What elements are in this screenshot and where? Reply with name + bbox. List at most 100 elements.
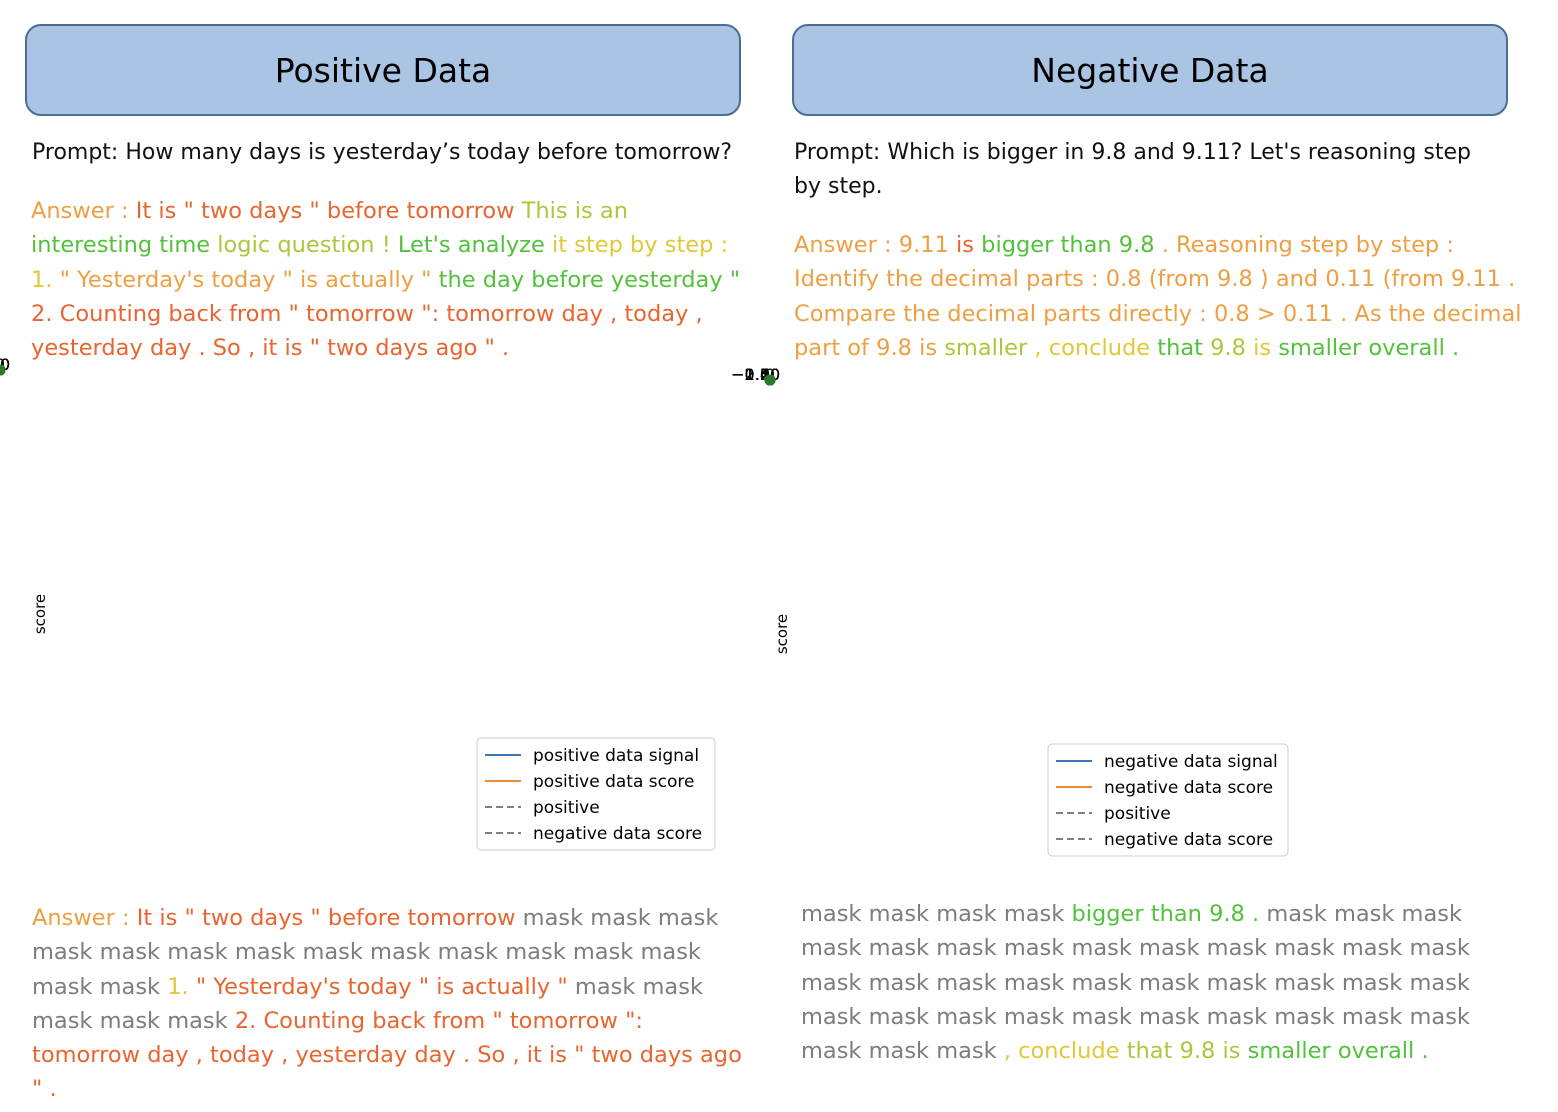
text-line: mask mask mask mask mask mask mask mask … [801, 966, 1541, 1000]
positive-score-chart: 0102030405060−2−10123scorepositive data … [0, 355, 716, 851]
text-line: " . [32, 1072, 772, 1106]
text-line: mask mask mask mask mask mask mask mask … [801, 931, 1541, 965]
negative-prompt: Prompt: Which is bigger in 9.8 and 9.11?… [794, 136, 1514, 204]
y-tick-label: −2.0 [731, 365, 770, 384]
legend-label: negative data score [1104, 778, 1273, 798]
positive-data-title: Positive Data [274, 50, 492, 90]
text-segment: mask mask [32, 973, 168, 1000]
negative-data-title: Negative Data [1031, 50, 1269, 90]
text-segment: logic question ! [217, 232, 398, 259]
x-tick-label: 30 [0, 355, 10, 374]
text-segment: mask mask mask mask mask mask mask mask … [801, 935, 1470, 962]
x-tick-label: 10 [0, 355, 10, 374]
negative-prompt-line: by step. [794, 174, 883, 199]
negative-answer: Answer : 9.11 is bigger than 9.8 . Reaso… [794, 228, 1534, 365]
text-line: Compare the decimal parts directly : 0.8… [794, 297, 1534, 331]
chart-legend: positive data signal positive data score p… [476, 737, 716, 851]
text-segment: mask mask mask [522, 905, 719, 931]
text-segment: bigger than 9.8 . [1071, 901, 1267, 927]
chart-legend: negative data signal negative data score p… [1047, 743, 1289, 857]
x-tick-label: 0 [0, 355, 5, 374]
text-segment: " Yesterday's today " is actually " [195, 973, 575, 1000]
text-segment: Identify the decimal parts : 0.8 (from 9… [794, 266, 1516, 293]
y-axis-label: score [31, 594, 49, 634]
text-segment: mask mask mask mask [801, 901, 1072, 927]
negative-prompt-line: Prompt: Which is bigger in 9.8 and 9.11?… [794, 140, 1471, 165]
text-segment: mask mask [574, 973, 703, 1000]
text-segment: . Reasoning step by step : [1161, 232, 1454, 258]
negative-data-header: Negative Data [792, 24, 1508, 116]
text-segment: mask mask mask [801, 1038, 1004, 1065]
y-tick-label: −1.0 [731, 365, 770, 384]
text-line: mask mask mask mask bigger than 9.8 . ma… [801, 897, 1541, 931]
text-segment: Answer : [31, 198, 136, 224]
legend-label: negative data signal [1104, 752, 1278, 772]
y-tick-label: 1.5 [745, 365, 770, 384]
text-segment: 2. Counting back from " tomorrow ": [234, 1007, 643, 1034]
text-segment: part of 9.8 is [794, 334, 945, 361]
positive-data-header: Positive Data [25, 24, 741, 116]
text-segment: 9.11 [898, 232, 957, 258]
text-segment: mask mask mask mask mask mask mask mask … [32, 939, 701, 966]
text-line: mask mask mask mask mask mask mask mask … [32, 935, 772, 969]
green-marker [0, 364, 6, 376]
text-line: 2. Counting back from " tomorrow ": tomo… [31, 297, 771, 331]
x-tick-label: 50 [0, 355, 10, 374]
text-segment: Let's analyze [397, 232, 552, 259]
text-line: yesterday day . So , it is " two days ag… [31, 331, 771, 365]
legend-label: negative data score [1104, 830, 1273, 850]
text-line: mask mask mask , conclude that 9.8 is sm… [801, 1034, 1541, 1068]
y-tick-label: −0.5 [731, 365, 770, 384]
text-segment: This is an [521, 198, 628, 224]
text-segment: conclude [1048, 334, 1158, 361]
text-segment: 9.8 [1210, 334, 1254, 361]
text-segment: that [1157, 334, 1211, 361]
text-line: tomorrow day , today , yesterday day . S… [32, 1038, 772, 1072]
negative-masked-answer: mask mask mask mask bigger than 9.8 . ma… [801, 897, 1541, 1068]
text-segment: mask mask mask mask mask mask mask mask … [801, 1003, 1470, 1030]
legend-label: negative data score [533, 824, 702, 844]
text-line: 1. " Yesterday's today " is actually " t… [31, 263, 771, 297]
text-segment: that [1126, 1038, 1180, 1065]
text-line: mask mask 1. " Yesterday's today " is ac… [32, 970, 772, 1004]
legend-label: positive [533, 798, 600, 818]
text-line: mask mask mask 2. Counting back from " t… [32, 1004, 772, 1038]
text-segment: the day before yesterday " [438, 266, 741, 293]
text-line: Identify the decimal parts : 0.8 (from 9… [794, 262, 1534, 296]
legend-box [1047, 743, 1289, 857]
x-tick-label: 20 [0, 355, 10, 374]
positive-masked-answer: Answer : It is " two days " before tomor… [32, 901, 772, 1107]
text-segment: tomorrow day , today , yesterday day . S… [32, 1042, 742, 1069]
x-tick-label: 60 [0, 355, 10, 374]
text-segment: " . [32, 1076, 57, 1103]
text-segment: Answer : [794, 232, 899, 258]
text-segment: , [1003, 1038, 1019, 1065]
text-segment: yesterday day . So , it is " two days ag… [31, 335, 510, 362]
text-line: mask mask mask mask mask mask mask mask … [801, 1000, 1541, 1034]
text-segment: mask mask mask [1266, 901, 1463, 927]
green-marker [764, 374, 776, 386]
positive-prompt: Prompt: How many days is yesterday’s tod… [32, 140, 733, 165]
y-tick-label: 0.0 [745, 365, 770, 384]
text-segment: it step by step : [551, 232, 729, 259]
text-segment: 2. Counting back from " tomorrow ": tomo… [31, 300, 703, 327]
text-segment: , [1034, 334, 1049, 361]
legend-label: positive data signal [533, 746, 699, 766]
text-segment: bigger than 9.8 [981, 232, 1162, 258]
y-tick-label: 1.0 [745, 365, 770, 384]
text-segment: " Yesterday's today " is actually " [59, 266, 439, 293]
text-line: Answer : It is " two days " before tomor… [32, 901, 772, 935]
text-segment: Compare the decimal parts directly : 0.8… [794, 300, 1522, 327]
text-line: interesting time logic question ! Let's … [31, 228, 771, 262]
text-line: Answer : It is " two days " before tomor… [31, 194, 771, 228]
text-segment: conclude [1018, 1038, 1127, 1065]
legend-label: positive [1104, 804, 1171, 824]
legend-label: positive data score [533, 772, 694, 792]
text-segment: smaller overall . [1278, 334, 1460, 361]
text-segment: It is " two days " before tomorrow [136, 905, 523, 931]
text-segment: 9.8 [1179, 1038, 1223, 1065]
text-segment: mask mask mask [32, 1007, 235, 1034]
y-tick-label: 2.0 [745, 365, 770, 384]
text-segment: smaller [944, 334, 1035, 361]
text-segment: is [956, 232, 982, 258]
